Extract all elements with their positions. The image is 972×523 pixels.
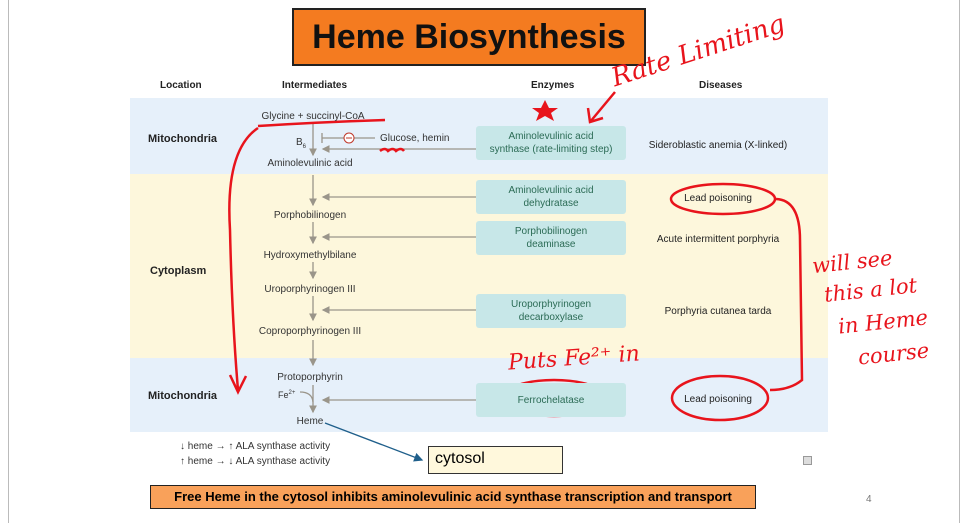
intermediate-coproporphyrinogen: Coproporphyrinogen III: [258, 326, 362, 337]
disease-sideroblastic-anemia: Sideroblastic anemia (X-linked): [648, 140, 788, 151]
cofactor-b6: B6: [296, 137, 306, 150]
page-number: 4: [866, 494, 872, 505]
fe-charge: 2+: [288, 390, 296, 396]
enzyme-ala-synthase: Aminolevulinic acid synthase (rate-limit…: [476, 126, 626, 160]
header-diseases: Diseases: [699, 80, 743, 91]
intermediate-protoporphyrin: Protoporphyrin: [277, 372, 343, 383]
regulation-note-1: ↓ heme → ↑ ALA synthase activity: [180, 441, 331, 452]
disease-lead-poisoning-2: Lead poisoning: [684, 394, 752, 405]
b6-subscript: 6: [302, 144, 307, 150]
summary-banner: Free Heme in the cytosol inhibits aminol…: [150, 485, 756, 509]
location-mitochondria-2: Mitochondria: [148, 390, 218, 402]
enzyme-ferrochelatase: Ferrochelatase: [476, 383, 626, 417]
header-enzymes: Enzymes: [531, 80, 575, 91]
iron-fe2: Fe2+: [278, 390, 295, 400]
disease-porphyria-cutanea-tarda: Porphyria cutanea tarda: [664, 306, 772, 317]
disease-acute-intermittent-porphyria: Acute intermittent porphyria: [656, 234, 780, 245]
image-placeholder-icon: [803, 456, 812, 465]
slide-title: Heme Biosynthesis: [292, 8, 646, 66]
fe-label: Fe: [278, 390, 289, 400]
intermediate-uroporphyrinogen: Uroporphyrinogen III: [264, 284, 356, 295]
location-cytoplasm: Cytoplasm: [150, 265, 207, 277]
header-location: Location: [160, 80, 202, 91]
location-mitochondria-1: Mitochondria: [148, 133, 218, 145]
enzyme-pbg-deaminase: Porphobilinogen deaminase: [476, 221, 626, 255]
intermediate-porphobilinogen: Porphobilinogen: [273, 210, 347, 221]
intermediate-heme: Heme: [296, 416, 324, 427]
intermediate-hydroxymethylbilane: Hydroxymethylbilane: [263, 250, 357, 261]
cytosol-label-box: cytosol: [428, 446, 563, 474]
enzyme-ala-dehydratase: Aminolevulinic acid dehydratase: [476, 180, 626, 214]
b6-label: B: [296, 137, 303, 148]
enzyme-uro-decarboxylase: Uroporphyrinogen decarboxylase: [476, 294, 626, 328]
header-intermediates: Intermediates: [282, 80, 348, 91]
inhibitor-glucose-hemin: Glucose, hemin: [380, 133, 450, 144]
rate-limiting-star-icon: [532, 100, 558, 121]
regulation-note-2: ↑ heme → ↓ ALA synthase activity: [180, 456, 331, 467]
intermediate-ala: Aminolevulinic acid: [267, 158, 353, 169]
intermediate-glycine-succinyl-coa: Glycine + succinyl-CoA: [261, 111, 365, 122]
disease-lead-poisoning-1: Lead poisoning: [684, 193, 752, 204]
slide-frame: [8, 0, 960, 523]
